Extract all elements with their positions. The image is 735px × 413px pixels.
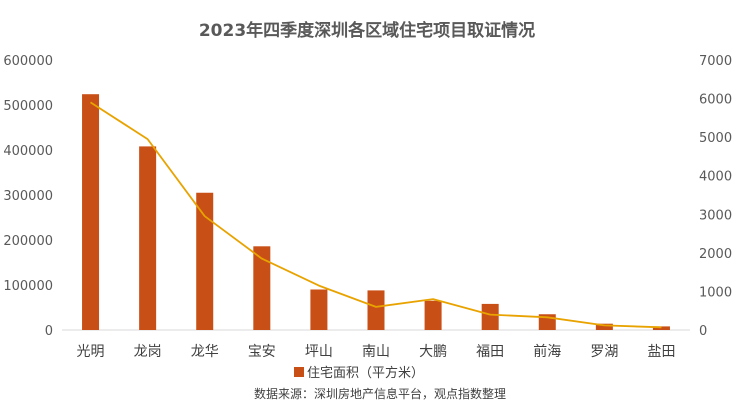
right-tick-label: 3000	[699, 208, 732, 223]
bar	[367, 290, 385, 330]
line-path	[90, 101, 662, 329]
left-axis: 0 100000 200000 300000 400000 500000 600000	[3, 54, 53, 339]
category-label: 罗湖	[590, 344, 618, 360]
bar	[82, 94, 100, 330]
bar-series	[82, 94, 670, 330]
legend-label: 住宅面积（平方米）	[307, 365, 424, 381]
bar	[481, 303, 499, 330]
right-tick-label: 6000	[699, 93, 732, 108]
right-tick-label: 2000	[699, 247, 732, 262]
left-tick-label: 200000	[3, 234, 53, 249]
right-axis: 0 1000 2000 3000 4000 5000 6000 7000	[699, 54, 732, 339]
bar	[310, 289, 328, 330]
left-tick-label: 100000	[3, 279, 53, 294]
legend-swatch	[294, 367, 304, 377]
category-label: 宝安	[248, 344, 276, 360]
right-tick-label: 7000	[699, 54, 732, 69]
right-tick-label: 4000	[699, 170, 732, 185]
left-tick-label: 400000	[3, 144, 53, 159]
left-tick-label: 600000	[3, 54, 53, 69]
source-note: 数据来源：深圳房地产信息平台，观点指数整理	[254, 386, 506, 401]
bar	[652, 326, 670, 330]
category-label: 前海	[533, 343, 561, 360]
category-labels: 光明 龙岗 龙华 宝安 坪山 南山 大鹏 福田 前海 罗湖 盐田	[77, 343, 676, 360]
right-tick-label: 5000	[699, 131, 732, 146]
left-tick-label: 300000	[3, 189, 53, 204]
category-label: 坪山	[305, 344, 333, 360]
bar	[424, 300, 442, 330]
left-tick-label: 500000	[3, 99, 53, 114]
category-label: 福田	[476, 344, 504, 360]
right-tick-label: 0	[699, 324, 707, 339]
category-label: 龙华	[191, 344, 219, 360]
category-label: 盐田	[647, 344, 675, 360]
category-label: 光明	[77, 344, 105, 360]
bar	[196, 192, 214, 330]
chart-title: 2023年四季度深圳各区域住宅项目取证情况	[199, 20, 535, 41]
category-label: 南山	[362, 344, 390, 360]
category-label: 大鹏	[419, 344, 447, 360]
line-series	[90, 101, 662, 329]
legend: 住宅面积（平方米）	[294, 365, 424, 381]
bar	[595, 323, 613, 330]
bar	[253, 246, 271, 330]
left-tick-label: 0	[45, 324, 53, 339]
right-tick-label: 1000	[699, 285, 732, 300]
category-label: 龙岗	[134, 344, 162, 360]
bar	[139, 146, 157, 330]
